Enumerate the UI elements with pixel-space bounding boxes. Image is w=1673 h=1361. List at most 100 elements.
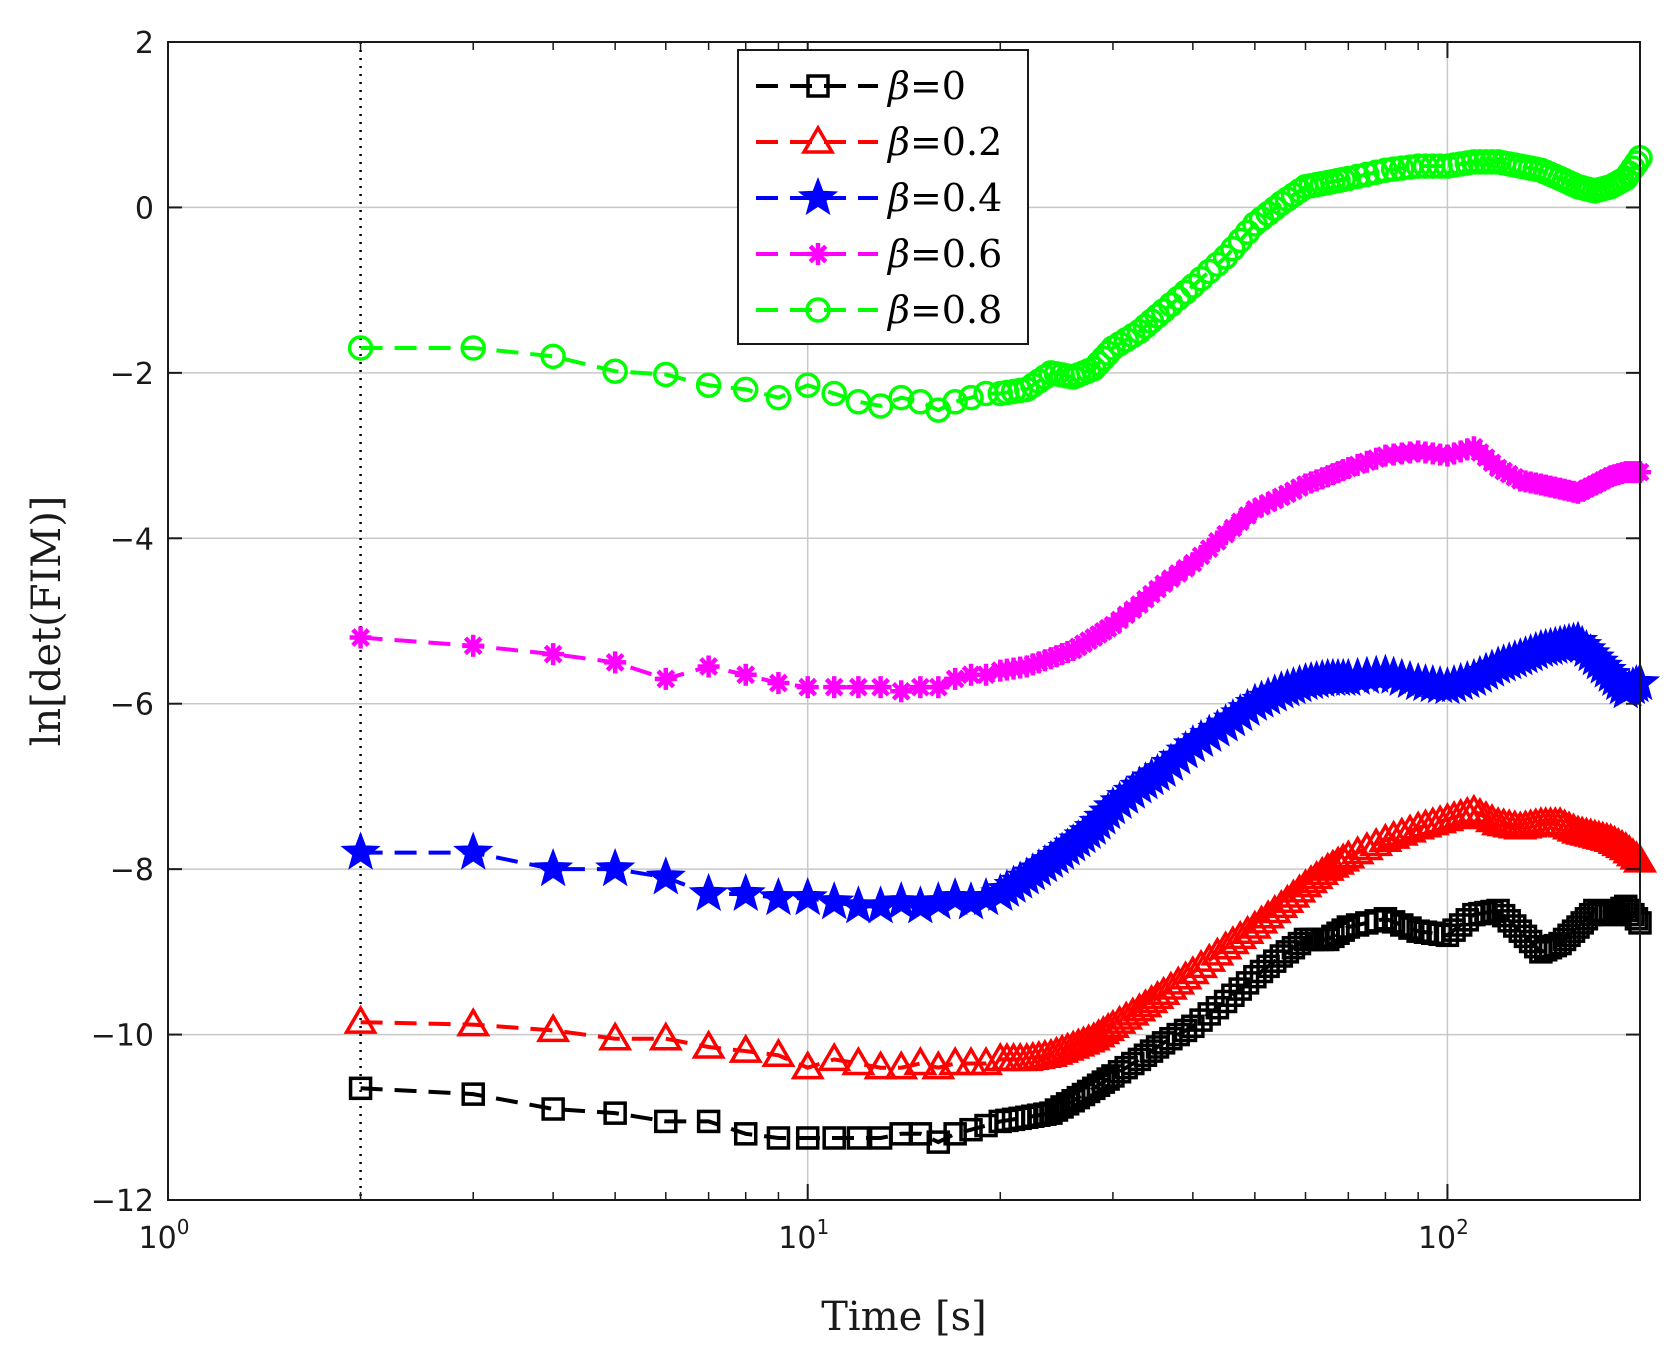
interp-marker — [1538, 806, 1573, 836]
interp-marker — [1330, 166, 1356, 193]
interp-marker — [1234, 219, 1261, 245]
data-point — [909, 676, 932, 699]
data-point — [944, 667, 967, 690]
interp-marker — [1228, 977, 1252, 1001]
interp-marker — [1139, 1039, 1164, 1063]
data-point — [761, 1037, 796, 1067]
interp-marker — [1437, 799, 1472, 830]
y-tick-label: −8 — [110, 853, 154, 888]
interp-marker — [1344, 163, 1371, 190]
data-point — [817, 1041, 852, 1072]
interp-marker — [1286, 178, 1313, 204]
data-point — [794, 372, 821, 399]
interp-marker — [1623, 150, 1650, 176]
data-point — [349, 626, 372, 649]
interp-marker — [1621, 902, 1645, 927]
x-tick-label: 100 — [139, 1215, 190, 1256]
data-point — [1180, 273, 1206, 299]
interp-marker — [1251, 899, 1286, 929]
data-point — [1372, 157, 1399, 183]
data-point — [734, 663, 757, 686]
interp-marker — [1380, 156, 1407, 182]
legend-box — [737, 49, 1029, 345]
interp-marker — [1221, 983, 1245, 1008]
interp-marker — [1331, 918, 1355, 942]
data-point — [1213, 989, 1238, 1014]
data-point — [766, 1126, 791, 1150]
data-point — [795, 1126, 820, 1150]
interp-marker — [1138, 308, 1165, 334]
data-point — [540, 343, 566, 370]
data-point — [654, 1109, 678, 1134]
data-point — [822, 1126, 846, 1150]
data-point — [343, 1004, 378, 1034]
data-point — [890, 680, 913, 703]
interp-marker — [1616, 663, 1657, 703]
data-point — [943, 1122, 967, 1146]
interp-marker — [1390, 913, 1414, 937]
interp-marker — [1443, 797, 1478, 828]
interp-marker — [1557, 923, 1581, 948]
interp-marker — [1624, 907, 1649, 931]
y-tick-label: −2 — [110, 357, 154, 392]
data-point — [767, 672, 790, 695]
legend-label: β=0.8 — [886, 288, 1002, 332]
legend-item: β=0.8 — [756, 288, 1002, 332]
data-point — [733, 1122, 758, 1146]
data-point — [533, 847, 574, 887]
data-point — [765, 384, 792, 411]
interp-marker — [1294, 864, 1329, 894]
x-tick-label: 102 — [1418, 1215, 1469, 1256]
legend-label: β=0.4 — [886, 176, 1002, 220]
data-point — [340, 831, 381, 870]
interp-marker — [1189, 1008, 1213, 1032]
interp-marker — [1326, 842, 1361, 872]
interp-marker — [1381, 910, 1406, 934]
interp-marker — [1206, 530, 1229, 553]
interp-marker — [1204, 251, 1231, 278]
legend-marker — [806, 74, 830, 98]
data-point — [648, 1021, 683, 1051]
y-tick-label: −6 — [110, 688, 154, 723]
legend-item: β=0 — [756, 64, 966, 108]
interp-marker — [1412, 153, 1439, 179]
data-point — [1430, 802, 1465, 832]
data-point — [460, 335, 486, 361]
y-axis-title: ln[det(FIM)] — [24, 496, 70, 747]
data-point — [697, 655, 720, 678]
data-point — [814, 881, 855, 920]
interp-marker — [1114, 1055, 1138, 1080]
interp-marker — [1625, 461, 1648, 484]
data-point — [654, 667, 677, 690]
interp-marker — [1577, 177, 1604, 203]
data-point — [959, 1117, 983, 1142]
data-point — [841, 1046, 876, 1076]
interp-marker — [1354, 161, 1380, 188]
data-point — [903, 1046, 938, 1076]
data-point — [461, 1082, 485, 1106]
interp-marker — [1547, 808, 1582, 838]
interp-marker — [1398, 441, 1421, 464]
interp-marker — [1172, 279, 1199, 305]
interp-marker — [1578, 902, 1603, 927]
data-point — [968, 1046, 1004, 1076]
data-point — [598, 1021, 633, 1051]
interp-marker — [1620, 155, 1646, 181]
data-point — [787, 876, 828, 916]
data-point — [542, 643, 565, 666]
interp-marker — [1188, 266, 1214, 292]
x-tick-label: 101 — [778, 1215, 829, 1256]
data-point — [821, 380, 847, 407]
interp-marker — [1205, 995, 1230, 1020]
legend-item: β=0.6 — [756, 232, 1002, 276]
data-point — [1212, 244, 1239, 270]
data-point — [847, 676, 870, 699]
legend-label: β=0 — [886, 64, 966, 108]
legend-label: β=0.2 — [886, 120, 1002, 164]
interp-marker — [1364, 909, 1388, 933]
interp-marker — [1128, 988, 1163, 1018]
data-point — [456, 1007, 491, 1037]
legend-marker — [807, 243, 829, 265]
data-point — [348, 1076, 373, 1101]
data-point — [796, 676, 819, 699]
